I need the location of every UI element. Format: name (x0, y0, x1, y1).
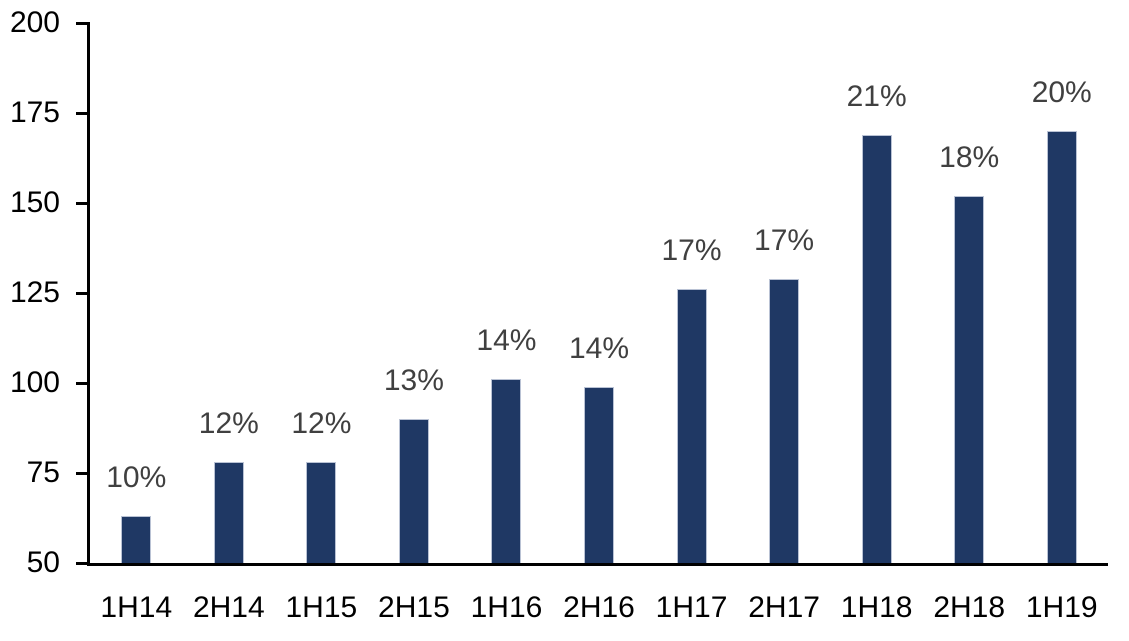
x-axis-category-label: 1H17 (655, 591, 728, 624)
bar (121, 516, 152, 563)
bar (306, 462, 337, 563)
x-axis-line (87, 563, 1108, 566)
bar-value-label: 17% (661, 234, 722, 268)
y-axis-tick (76, 472, 87, 475)
y-axis-tick-label: 175 (9, 96, 60, 129)
x-axis-category-label: 1H15 (285, 591, 358, 624)
y-axis-tick-label: 75 (26, 456, 60, 489)
y-axis-tick-label: 125 (9, 276, 60, 309)
y-axis-tick (76, 382, 87, 385)
y-axis-tick-label: 50 (26, 546, 60, 579)
bar-value-label: 12% (291, 407, 352, 441)
bar (1046, 131, 1077, 563)
y-axis-tick-label: 150 (9, 186, 60, 219)
bar-value-label: 18% (939, 140, 1000, 174)
x-axis-category-label: 1H14 (100, 591, 173, 624)
y-axis-tick (76, 112, 87, 115)
y-axis-tick-label: 100 (9, 366, 60, 399)
bar (676, 289, 707, 563)
bar-value-label: 13% (383, 364, 444, 397)
bar-value-label: 20% (1031, 76, 1092, 109)
y-axis-line (87, 22, 90, 566)
x-axis-category-label: 1H16 (470, 591, 543, 624)
x-axis-category-label: 2H15 (378, 591, 450, 624)
bar (861, 134, 892, 563)
bar-value-label: 14% (476, 324, 537, 358)
x-axis-category-label: 2H18 (933, 591, 1006, 624)
x-axis-category-label: 1H18 (840, 591, 913, 624)
y-axis-tick (76, 22, 87, 25)
x-axis-category-label: 1H19 (1025, 591, 1098, 624)
x-axis-category-label: 2H14 (192, 591, 265, 624)
bar (769, 278, 800, 563)
bar-value-label: 14% (568, 331, 630, 365)
y-axis-tick (76, 562, 87, 565)
y-axis-tick (76, 202, 87, 205)
x-axis-category-label: 2H17 (748, 591, 820, 624)
bar-value-label: 21% (846, 79, 907, 113)
bar-value-label: 17% (754, 223, 815, 257)
bar-value-label: 12% (198, 407, 259, 441)
y-axis-tick-label: 200 (9, 6, 60, 39)
y-axis-tick (76, 292, 87, 295)
bar (213, 462, 244, 563)
bar-value-label: 10% (106, 461, 167, 495)
x-axis-category-label: 2H16 (563, 591, 635, 624)
bar (584, 386, 614, 563)
bar (491, 379, 522, 563)
bar (954, 195, 985, 563)
bar (398, 419, 429, 563)
